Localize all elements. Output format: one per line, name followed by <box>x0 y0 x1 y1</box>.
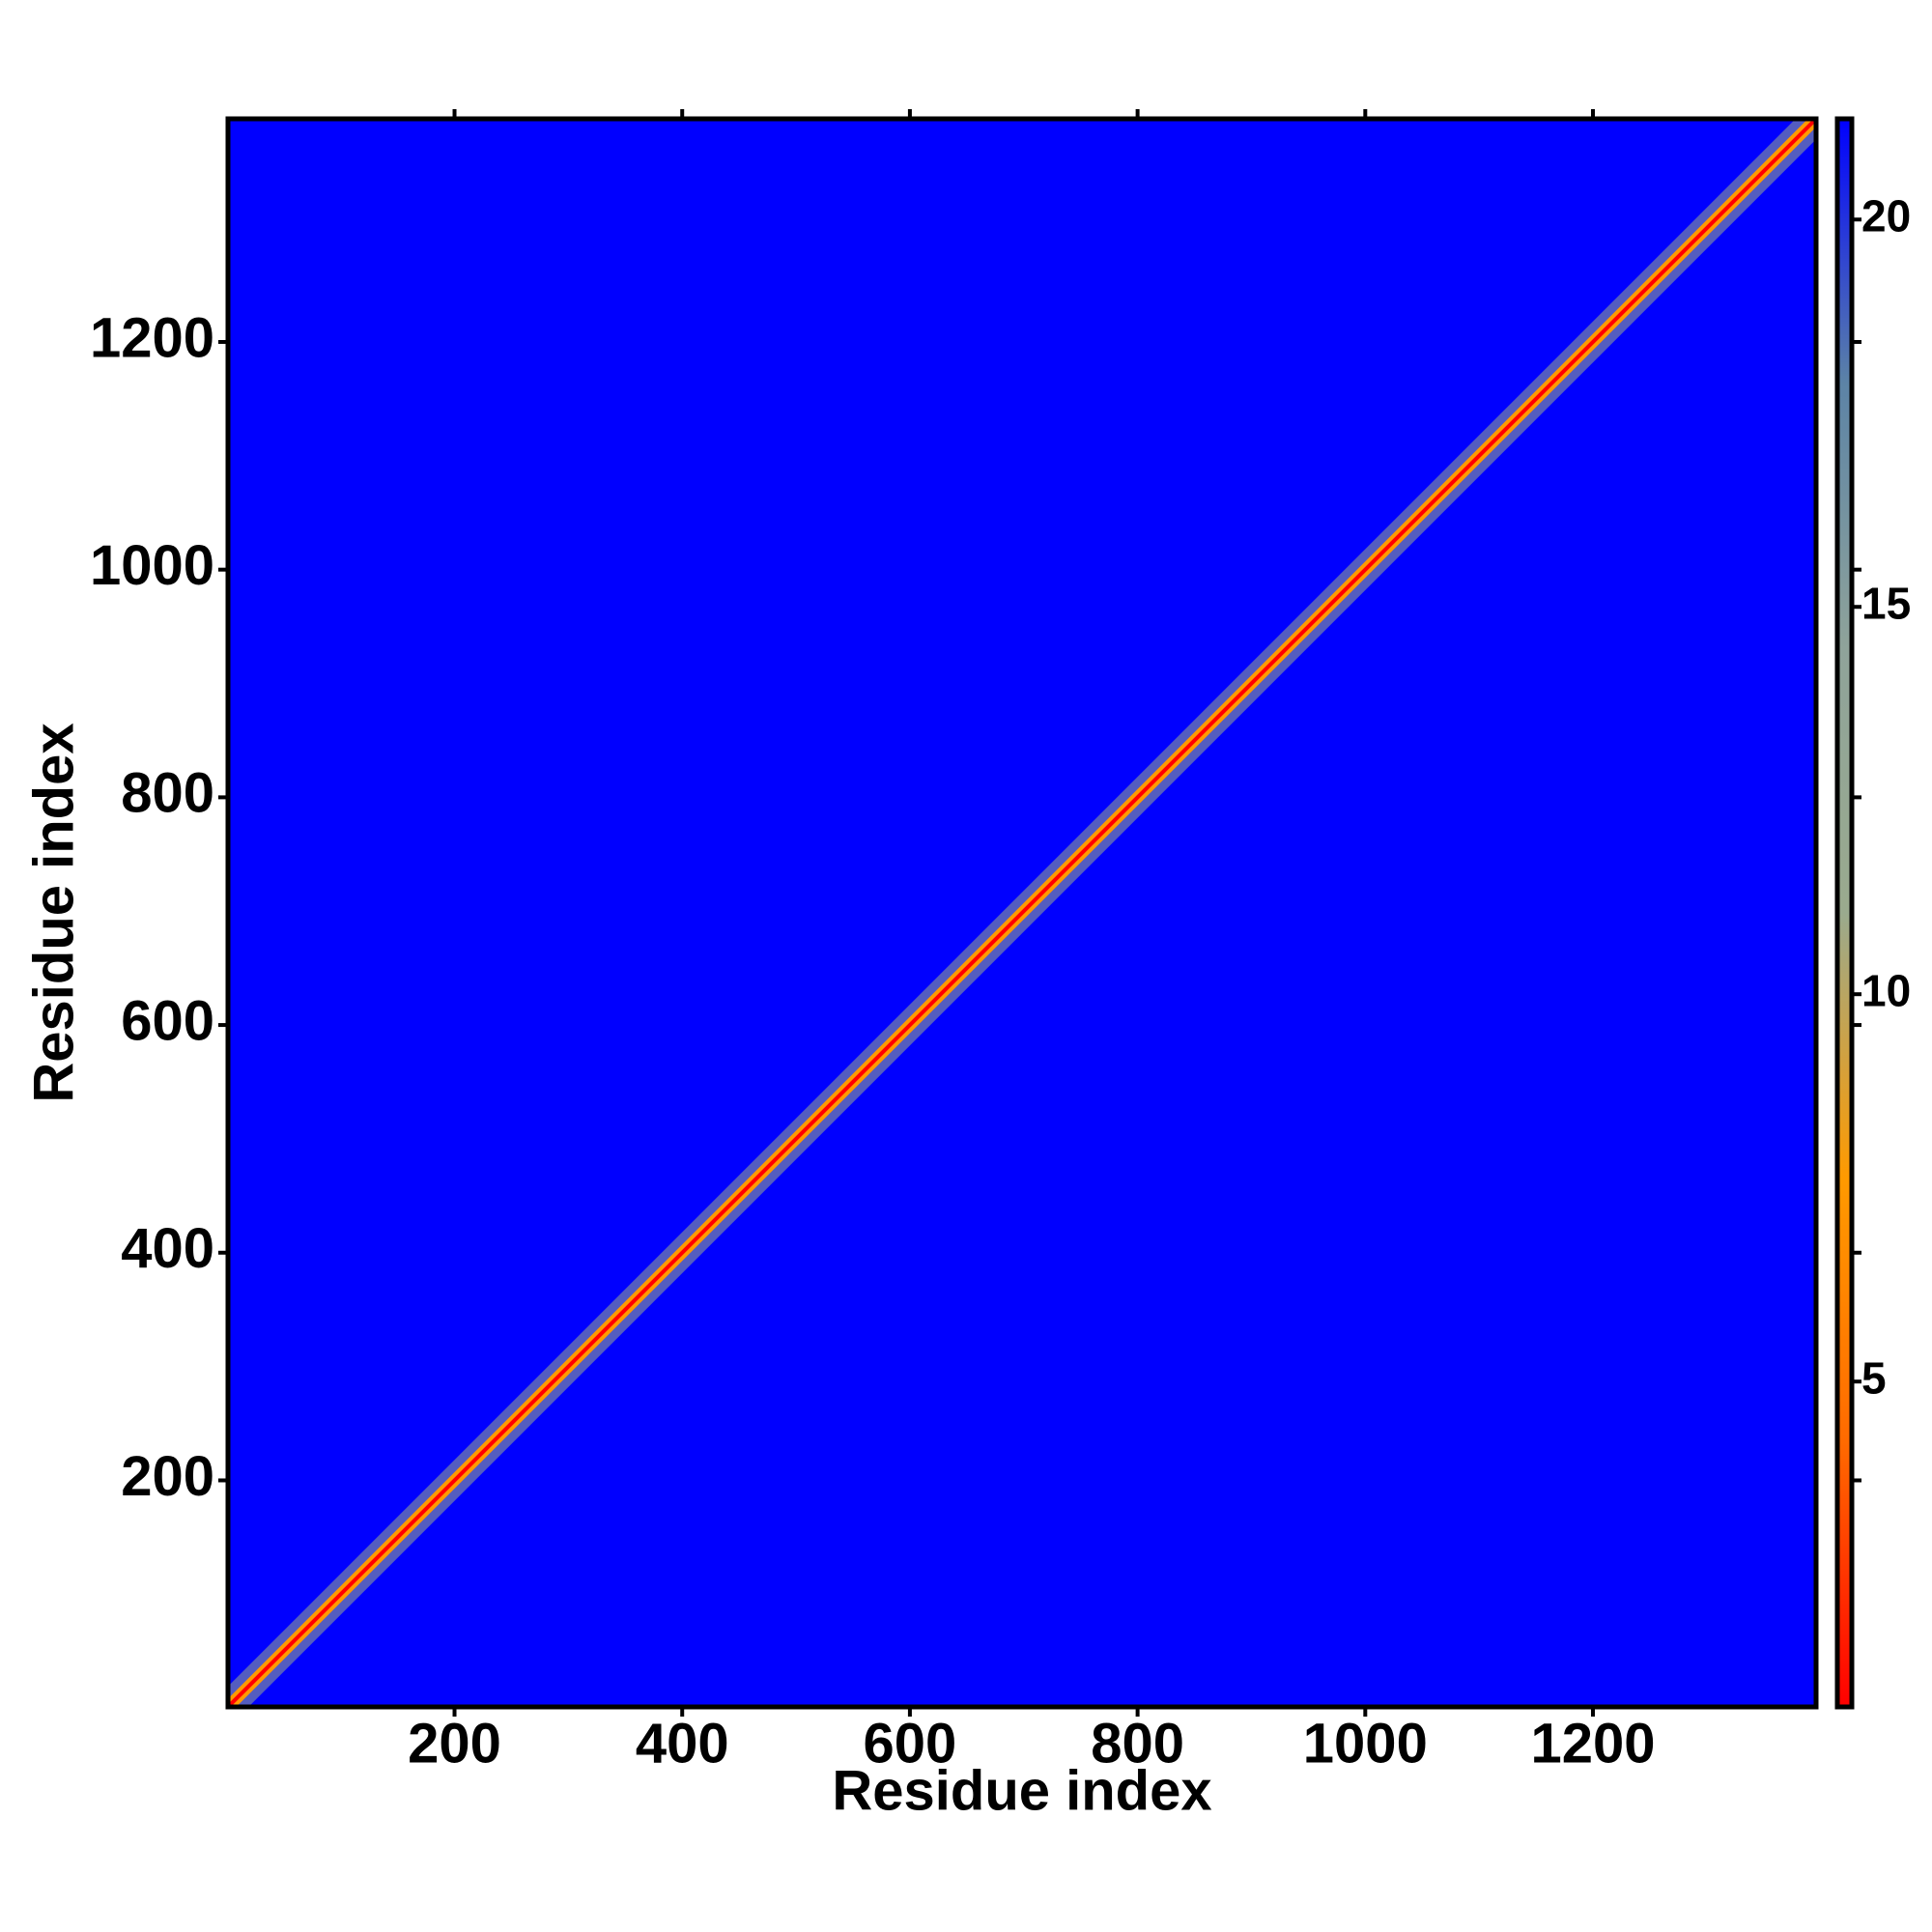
x-axis-label: Residue index <box>832 1759 1211 1822</box>
y-tick-label: 200 <box>121 1445 214 1508</box>
x-tick-label: 400 <box>636 1712 729 1775</box>
colorbar-tick-label: 10 <box>1861 965 1911 1015</box>
colorbar <box>1834 116 1855 1710</box>
y-tick-label: 600 <box>121 989 214 1052</box>
colorbar-tick-label: 5 <box>1861 1352 1887 1403</box>
colorbar-tick-label: 20 <box>1861 190 1911 241</box>
y-tick-label: 1000 <box>90 534 214 597</box>
y-tick-label: 400 <box>121 1217 214 1280</box>
diagonal-core <box>228 119 1816 1707</box>
colorbar-tick-label: 15 <box>1861 578 1911 628</box>
x-tick-label: 1200 <box>1530 1712 1655 1775</box>
x-tick-label: 600 <box>864 1712 957 1775</box>
heatmap-cells <box>228 119 1816 1707</box>
y-tick-label: 800 <box>121 762 214 825</box>
y-tick-label: 1200 <box>90 306 214 369</box>
x-tick-label: 1000 <box>1303 1712 1428 1775</box>
plot-frame <box>225 116 1819 1710</box>
x-tick-label: 800 <box>1091 1712 1184 1775</box>
y-axis-label: Residue index <box>22 723 85 1102</box>
x-tick-label: 200 <box>408 1712 501 1775</box>
